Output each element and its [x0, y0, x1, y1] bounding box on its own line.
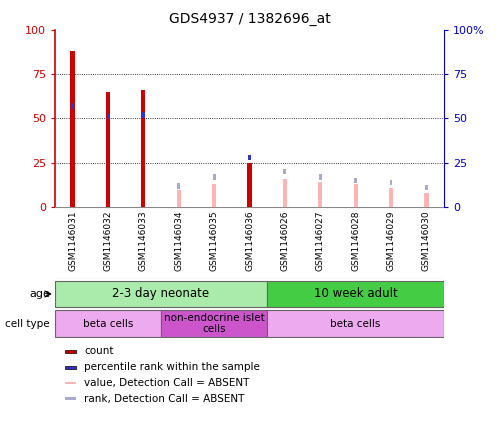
Text: GSM1146030: GSM1146030 [422, 211, 431, 272]
Text: count: count [84, 346, 114, 356]
Text: GSM1146032: GSM1146032 [103, 211, 112, 272]
Text: GSM1146034: GSM1146034 [174, 211, 183, 272]
Text: GSM1146029: GSM1146029 [387, 211, 396, 272]
Bar [424, 193, 429, 207]
Text: 10 week adult: 10 week adult [314, 288, 398, 300]
Bar [106, 92, 110, 207]
Bar [71, 103, 74, 109]
Text: value, Detection Call = ABSENT: value, Detection Call = ABSENT [84, 378, 250, 388]
Bar [267, 281, 444, 307]
Bar [107, 114, 109, 119]
Bar [70, 51, 75, 207]
Text: GSM1146033: GSM1146033 [139, 211, 148, 272]
Bar [389, 188, 393, 207]
Bar [248, 163, 251, 207]
Bar [425, 185, 428, 190]
Text: percentile rank within the sample: percentile rank within the sample [84, 362, 260, 372]
Bar [55, 310, 161, 337]
Bar [212, 184, 216, 207]
Bar [319, 174, 322, 180]
Bar [65, 366, 76, 368]
Bar [161, 310, 267, 337]
Bar [141, 90, 146, 207]
Bar [142, 112, 145, 118]
Text: GSM1146035: GSM1146035 [210, 211, 219, 272]
Text: non-endocrine islet
cells: non-endocrine islet cells [164, 313, 264, 335]
Bar [177, 183, 180, 189]
Bar [55, 281, 267, 307]
Text: beta cells: beta cells [330, 319, 381, 329]
Bar [390, 180, 392, 185]
Text: GSM1146036: GSM1146036 [245, 211, 254, 272]
Bar [318, 182, 322, 207]
Bar [354, 178, 357, 183]
Bar [248, 155, 251, 160]
Bar [65, 350, 76, 353]
Text: 2-3 day neonate: 2-3 day neonate [112, 288, 210, 300]
Text: rank, Detection Call = ABSENT: rank, Detection Call = ABSENT [84, 394, 245, 404]
Text: beta cells: beta cells [83, 319, 133, 329]
Text: GSM1146027: GSM1146027 [316, 211, 325, 272]
Title: GDS4937 / 1382696_at: GDS4937 / 1382696_at [169, 12, 330, 26]
Bar [283, 169, 286, 174]
Bar [267, 310, 444, 337]
Text: cell type: cell type [5, 319, 50, 329]
Bar [177, 190, 181, 207]
Text: GSM1146031: GSM1146031 [68, 211, 77, 272]
Bar [353, 184, 358, 207]
Bar [65, 397, 76, 400]
Bar [283, 179, 287, 207]
Bar [213, 174, 216, 180]
Text: GSM1146028: GSM1146028 [351, 211, 360, 272]
Text: GSM1146026: GSM1146026 [280, 211, 289, 272]
Text: age: age [29, 289, 50, 299]
Bar [65, 382, 76, 385]
